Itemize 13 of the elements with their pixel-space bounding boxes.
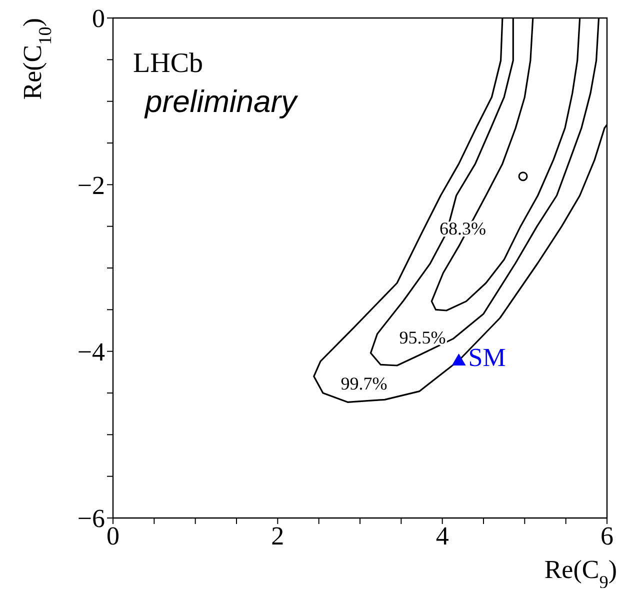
x-tick-label: 6 — [600, 521, 614, 550]
x-tick-label: 4 — [436, 521, 449, 550]
annotation: LHCb — [133, 48, 203, 80]
y-tick-label: −4 — [77, 338, 105, 367]
y-tick-label: 0 — [92, 4, 105, 34]
annotation: 95.5% — [399, 328, 446, 348]
series-label: SM — [468, 342, 506, 372]
y-tick-label: −6 — [77, 504, 105, 534]
annotation: 99.7% — [340, 373, 388, 394]
y-tick-label: −2 — [77, 170, 105, 200]
annotation: preliminary — [145, 84, 297, 120]
x-tick-label: 2 — [271, 521, 284, 550]
x-axis-title: Re(C$_{9}$) — [544, 555, 617, 592]
